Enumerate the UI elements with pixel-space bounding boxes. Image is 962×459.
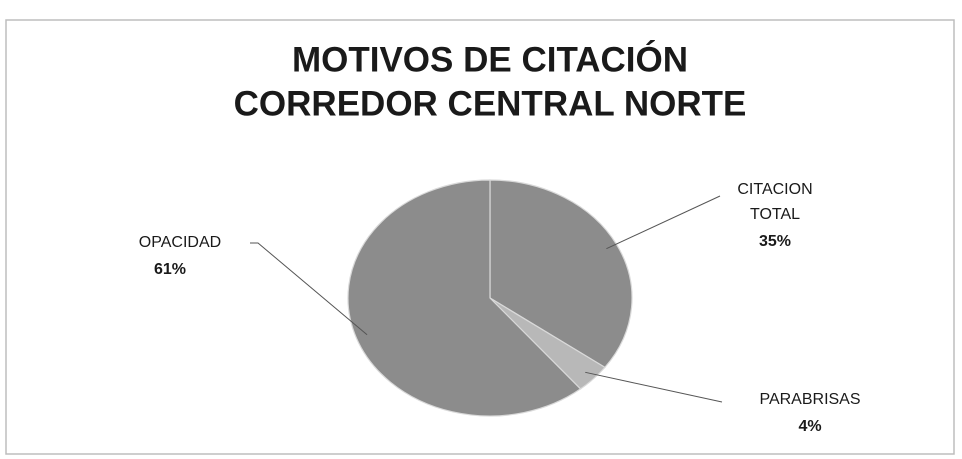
slice-label: CITACION TOTAL [737,181,812,223]
chart-title: CORREDOR CENTRAL NORTE [234,84,747,123]
slice-percent: 4% [798,418,821,435]
label-line: TOTAL [750,206,800,223]
label-line: CITACION [737,181,812,198]
leader-line [585,371,723,403]
slice-percent: 35% [759,233,791,250]
leader-line [250,242,368,336]
chart-title: MOTIVOS DE CITACIÓN [292,39,688,79]
pie-slice [347,179,582,417]
slice-percent: 61% [154,261,186,278]
slice-label: OPACIDAD [139,234,221,251]
slice-label: PARABRISAS [759,391,860,408]
leader-line [606,195,721,250]
